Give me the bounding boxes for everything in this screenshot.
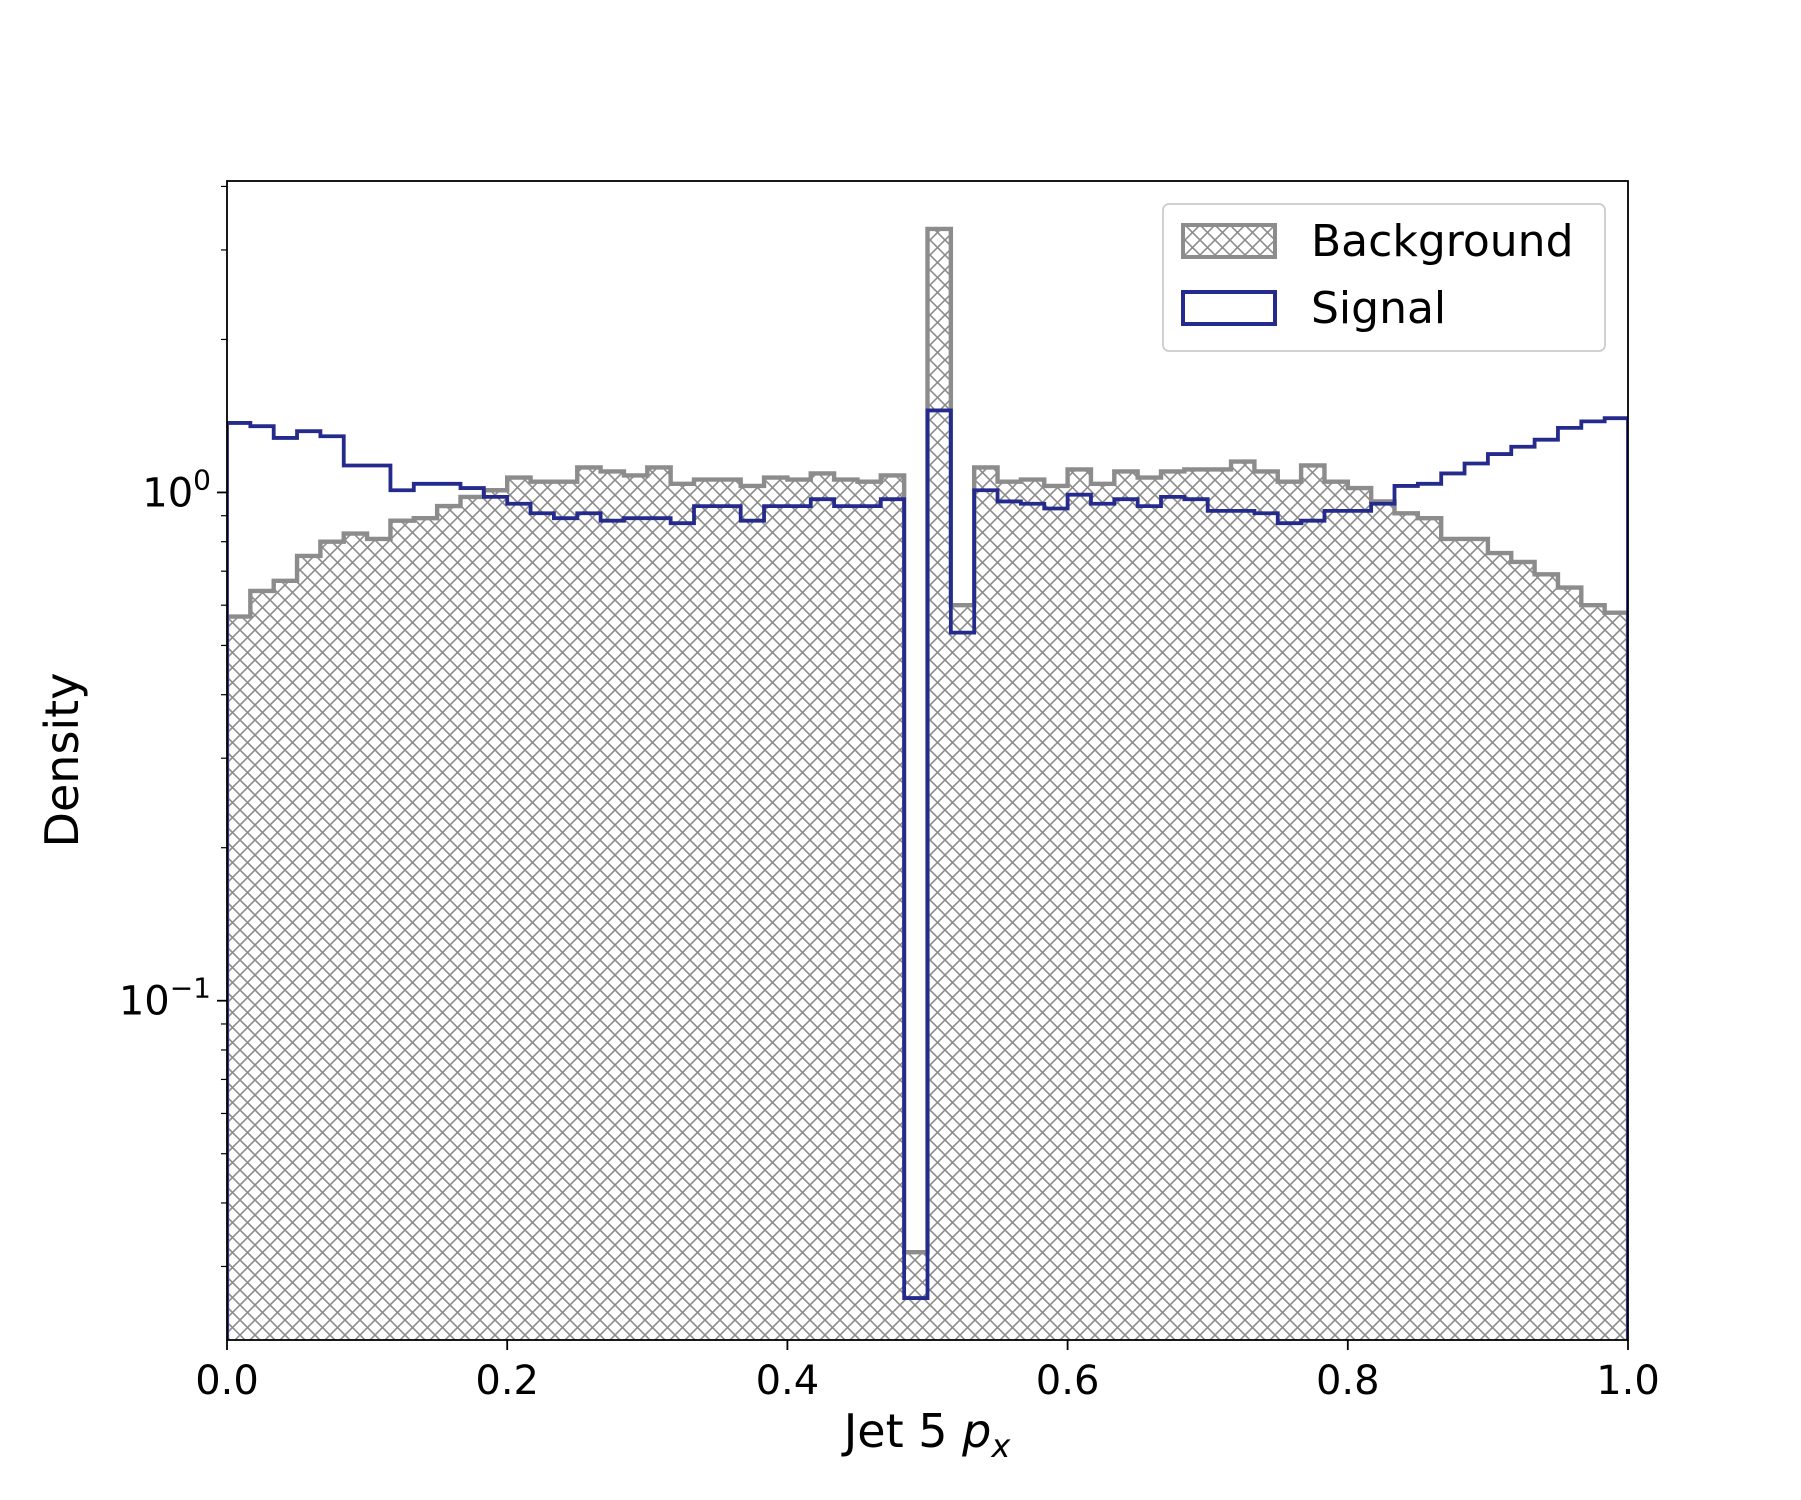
background-bar	[857, 481, 882, 1340]
background-bar	[1254, 471, 1279, 1340]
background-bar	[1464, 538, 1489, 1340]
background-bar	[320, 541, 345, 1340]
background-bar	[1114, 471, 1139, 1340]
background-bar	[1161, 471, 1185, 1340]
background-bar	[1557, 587, 1582, 1340]
x-tick-label: 1.0	[1596, 1358, 1660, 1404]
x-tick-label: 0.8	[1316, 1358, 1380, 1404]
background-bar	[343, 533, 368, 1340]
background-bar	[437, 506, 461, 1340]
y-axis-label: Density	[35, 673, 89, 848]
background-bar	[390, 520, 415, 1340]
x-tick-label: 0.4	[756, 1358, 820, 1404]
background-bar	[717, 479, 742, 1340]
background-bar	[787, 479, 812, 1340]
x-tick-label: 0.0	[195, 1358, 259, 1404]
background-bar	[530, 481, 555, 1340]
background-bar	[1231, 461, 1255, 1340]
background-bar	[1020, 479, 1045, 1340]
background-bar	[250, 590, 275, 1340]
background-bar	[413, 518, 438, 1340]
legend-label-signal: Signal	[1311, 283, 1446, 334]
legend-label-background: Background	[1311, 216, 1574, 267]
background-bar	[950, 605, 975, 1340]
legend-swatch-background	[1181, 223, 1277, 259]
plot-frame	[226, 180, 1629, 1341]
background-bar	[1207, 469, 1232, 1340]
background-bar	[647, 467, 672, 1340]
background-bar	[1324, 481, 1349, 1340]
background-bar	[1137, 477, 1162, 1340]
background-bar	[974, 467, 998, 1340]
background-bar	[764, 477, 788, 1340]
background-bar	[694, 479, 718, 1340]
background-bar	[460, 496, 485, 1340]
legend-swatch-signal	[1181, 290, 1277, 326]
legend: Background Signal	[1162, 203, 1606, 352]
background-bar	[577, 467, 601, 1340]
background-bar	[1487, 553, 1512, 1340]
background-bar	[1441, 538, 1465, 1340]
background-bar	[1581, 605, 1606, 1340]
background-bar	[810, 473, 835, 1340]
y-tick-label: 100	[142, 463, 211, 516]
background-bar	[1604, 612, 1628, 1340]
y-axis: 100 10−1	[119, 185, 227, 1268]
background-bar	[670, 483, 695, 1340]
background-bar	[1184, 469, 1209, 1340]
plot-area	[227, 226, 1628, 1340]
background-bar	[553, 481, 578, 1340]
x-tick-label: 0.6	[1036, 1358, 1100, 1404]
background-bar	[1067, 469, 1092, 1340]
background-bar	[834, 479, 858, 1340]
background-bar	[297, 555, 321, 1340]
background-bar	[904, 1252, 928, 1340]
background-bar	[507, 477, 531, 1340]
background-bar	[880, 475, 905, 1340]
background-bar	[1277, 481, 1302, 1340]
background-bar	[1534, 574, 1559, 1340]
background-bar	[1417, 518, 1442, 1340]
background-bar	[997, 481, 1022, 1340]
background-bar	[1511, 561, 1535, 1340]
signal-outline	[227, 408, 1628, 1340]
background-bar	[227, 616, 251, 1340]
x-axis: 0.0 0.2 0.4 0.6 0.8 1.0	[195, 1340, 1660, 1404]
y-tick-label: 10−1	[119, 972, 211, 1025]
background-bar	[623, 475, 648, 1340]
background-bar	[367, 538, 391, 1340]
background-bar	[1301, 465, 1325, 1340]
background-bar	[1347, 488, 1372, 1340]
background-bar	[483, 490, 508, 1340]
background-bar	[1394, 513, 1419, 1340]
x-axis-label: Jet 5 px	[841, 1404, 1012, 1465]
background-bar	[1371, 501, 1395, 1340]
x-tick-label: 0.2	[475, 1358, 539, 1404]
background-bar	[273, 580, 298, 1340]
background-bar	[927, 228, 952, 1340]
background-bar	[600, 471, 625, 1340]
background-bar	[1044, 485, 1068, 1340]
background-bar	[740, 485, 765, 1340]
background-bar	[1090, 483, 1115, 1340]
